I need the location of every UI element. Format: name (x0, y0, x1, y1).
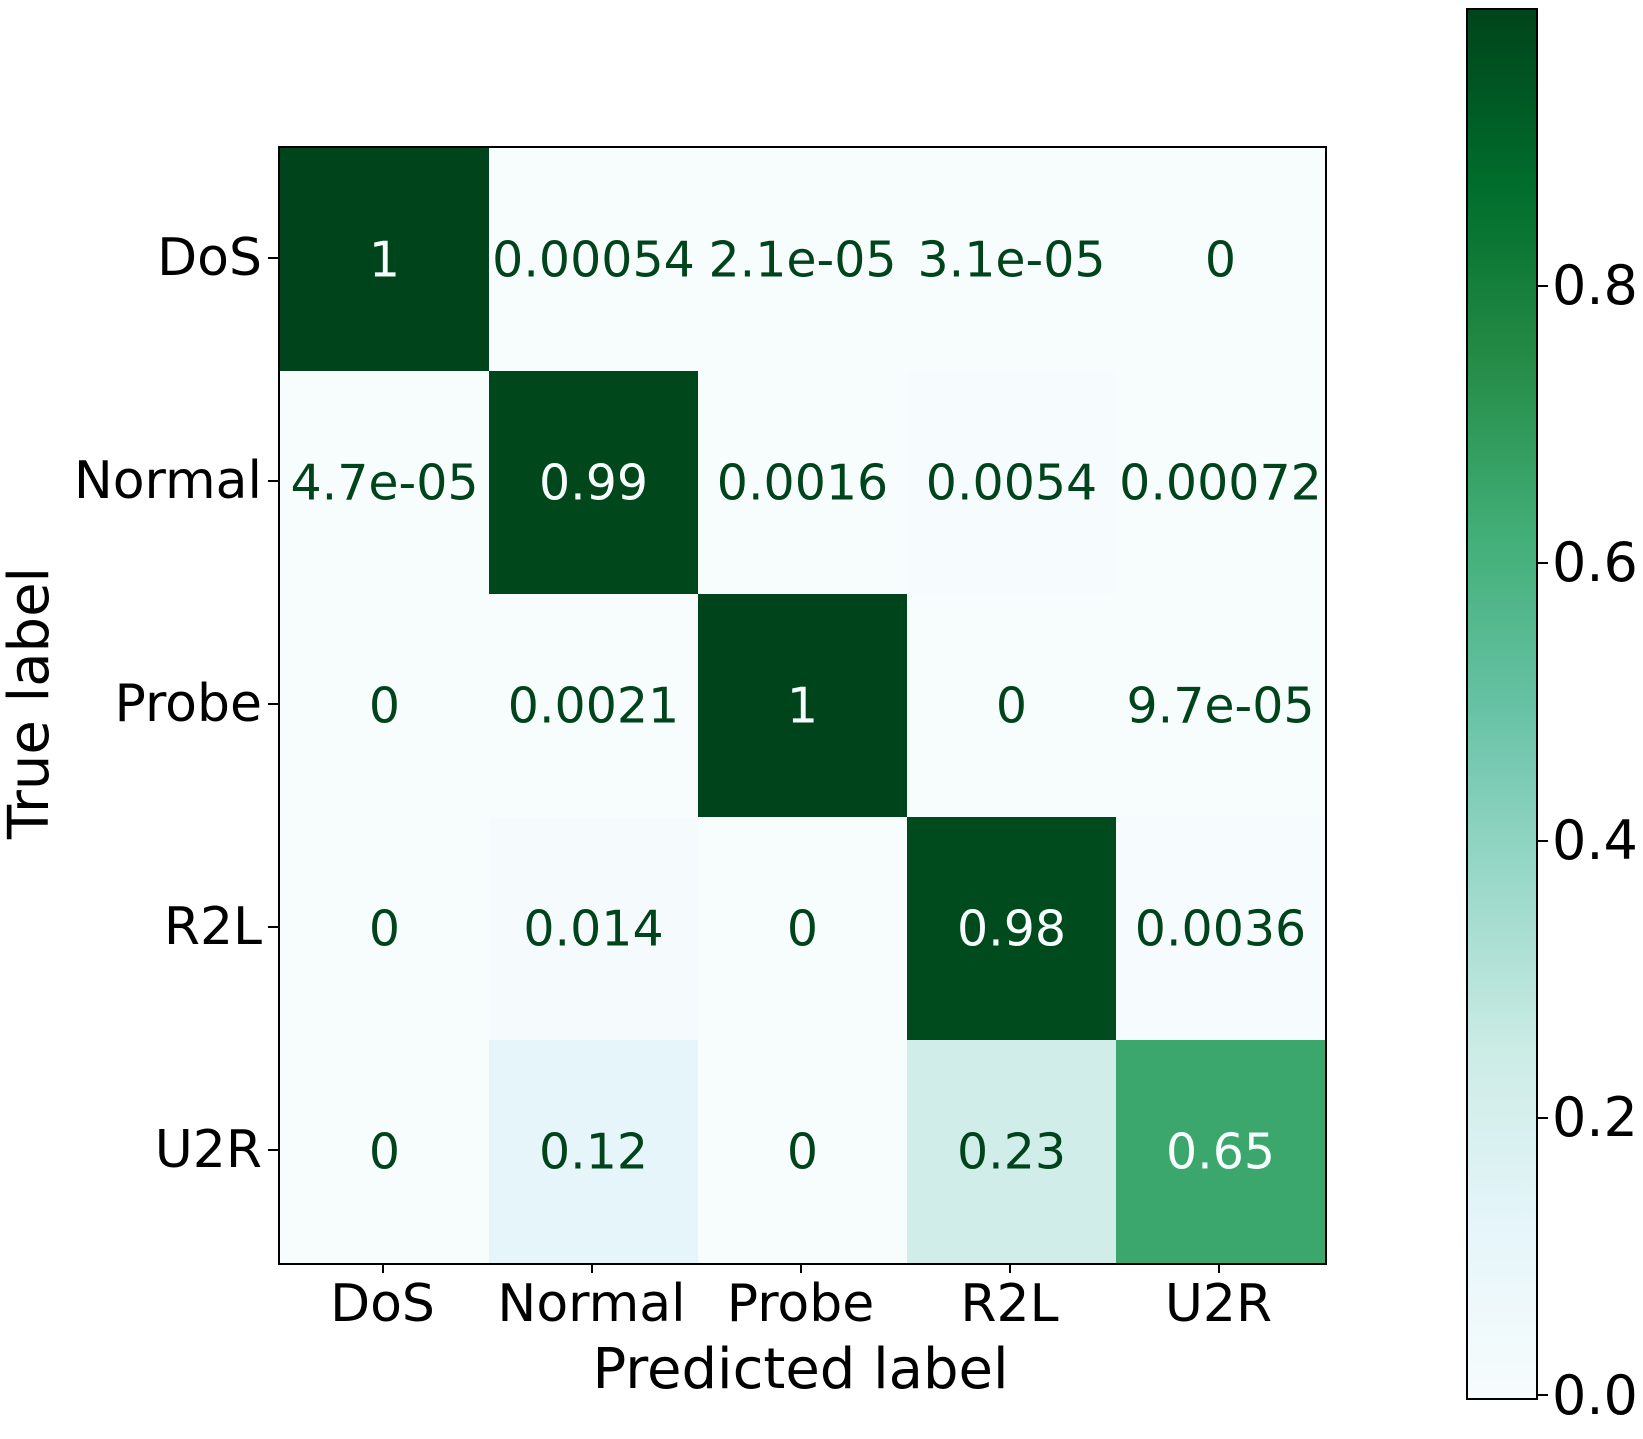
x-tick-label-probe: Probe (726, 1274, 875, 1334)
heatmap-cell (1116, 594, 1325, 817)
colorbar-tick-mark (1538, 839, 1548, 842)
x-tick-mark (590, 1263, 593, 1273)
colorbar-tick-label: 0.8 (1552, 253, 1638, 317)
heatmap-cell (489, 594, 698, 817)
heatmap-cell (907, 1040, 1116, 1263)
heatmap-cell (1116, 371, 1325, 594)
y-tick-mark (268, 479, 278, 482)
heatmap-cell (280, 817, 489, 1040)
heatmap-cell (907, 148, 1116, 371)
heatmap-cell (1116, 817, 1325, 1040)
y-tick-label-normal: Normal (73, 450, 262, 511)
x-tick-label-normal: Normal (497, 1274, 686, 1334)
x-tick-label-dos: DoS (330, 1274, 435, 1334)
heatmap-cell (280, 148, 489, 371)
colorbar-tick-mark (1538, 1117, 1548, 1120)
x-tick-mark (381, 1263, 384, 1273)
heatmap-cell (489, 371, 698, 594)
x-tick-mark (1008, 1263, 1011, 1273)
colorbar-tick-mark (1538, 562, 1548, 565)
heatmap-cell (907, 371, 1116, 594)
colorbar-tick-label: 0.4 (1552, 808, 1638, 872)
colorbar-tick-mark (1538, 1394, 1548, 1396)
y-tick-mark (268, 925, 278, 928)
heatmap-cell (489, 817, 698, 1040)
colorbar-tick-label: 0.2 (1552, 1086, 1638, 1150)
x-tick-label-r2l: R2L (960, 1274, 1059, 1334)
y-tick-label-probe: Probe (114, 673, 263, 734)
heatmap-cell (698, 1040, 907, 1263)
y-tick-mark (268, 1148, 278, 1151)
x-axis-title: Predicted label (592, 1337, 1009, 1402)
colorbar-tick-label: 0.6 (1552, 531, 1638, 595)
heatmap-cell (698, 148, 907, 371)
heatmap-plot-area: 1 0.00054 2.1e-05 3.1e-05 0 4.7e-05 0.99 0.0016… (278, 146, 1327, 1265)
heatmap-cell (698, 594, 907, 817)
x-tick-mark (1217, 1263, 1220, 1273)
heatmap-cell (489, 148, 698, 371)
colorbar-tick-mark (1538, 284, 1548, 287)
heatmap-cell (489, 1040, 698, 1263)
heatmap-cell (1116, 1040, 1325, 1263)
colorbar-tick-label: 0.0 (1552, 1364, 1638, 1427)
heatmap-cell (698, 371, 907, 594)
heatmap-cell (280, 371, 489, 594)
heatmap-cell (907, 594, 1116, 817)
heatmap-cell (280, 594, 489, 817)
x-tick-label-u2r: U2R (1164, 1274, 1273, 1334)
heatmap-cell (280, 1040, 489, 1263)
x-tick-mark (799, 1263, 802, 1273)
y-tick-mark (268, 256, 278, 259)
y-tick-label-r2l: R2L (163, 896, 262, 957)
heatmap-cell (698, 817, 907, 1040)
y-tick-label-dos: DoS (157, 227, 262, 288)
heatmap-cell (907, 817, 1116, 1040)
y-axis-title: True label (0, 566, 62, 840)
y-tick-label-u2r: U2R (154, 1119, 262, 1180)
heatmap-cell (1116, 148, 1325, 371)
colorbar-gradient (1466, 8, 1538, 1400)
y-tick-mark (268, 702, 278, 705)
